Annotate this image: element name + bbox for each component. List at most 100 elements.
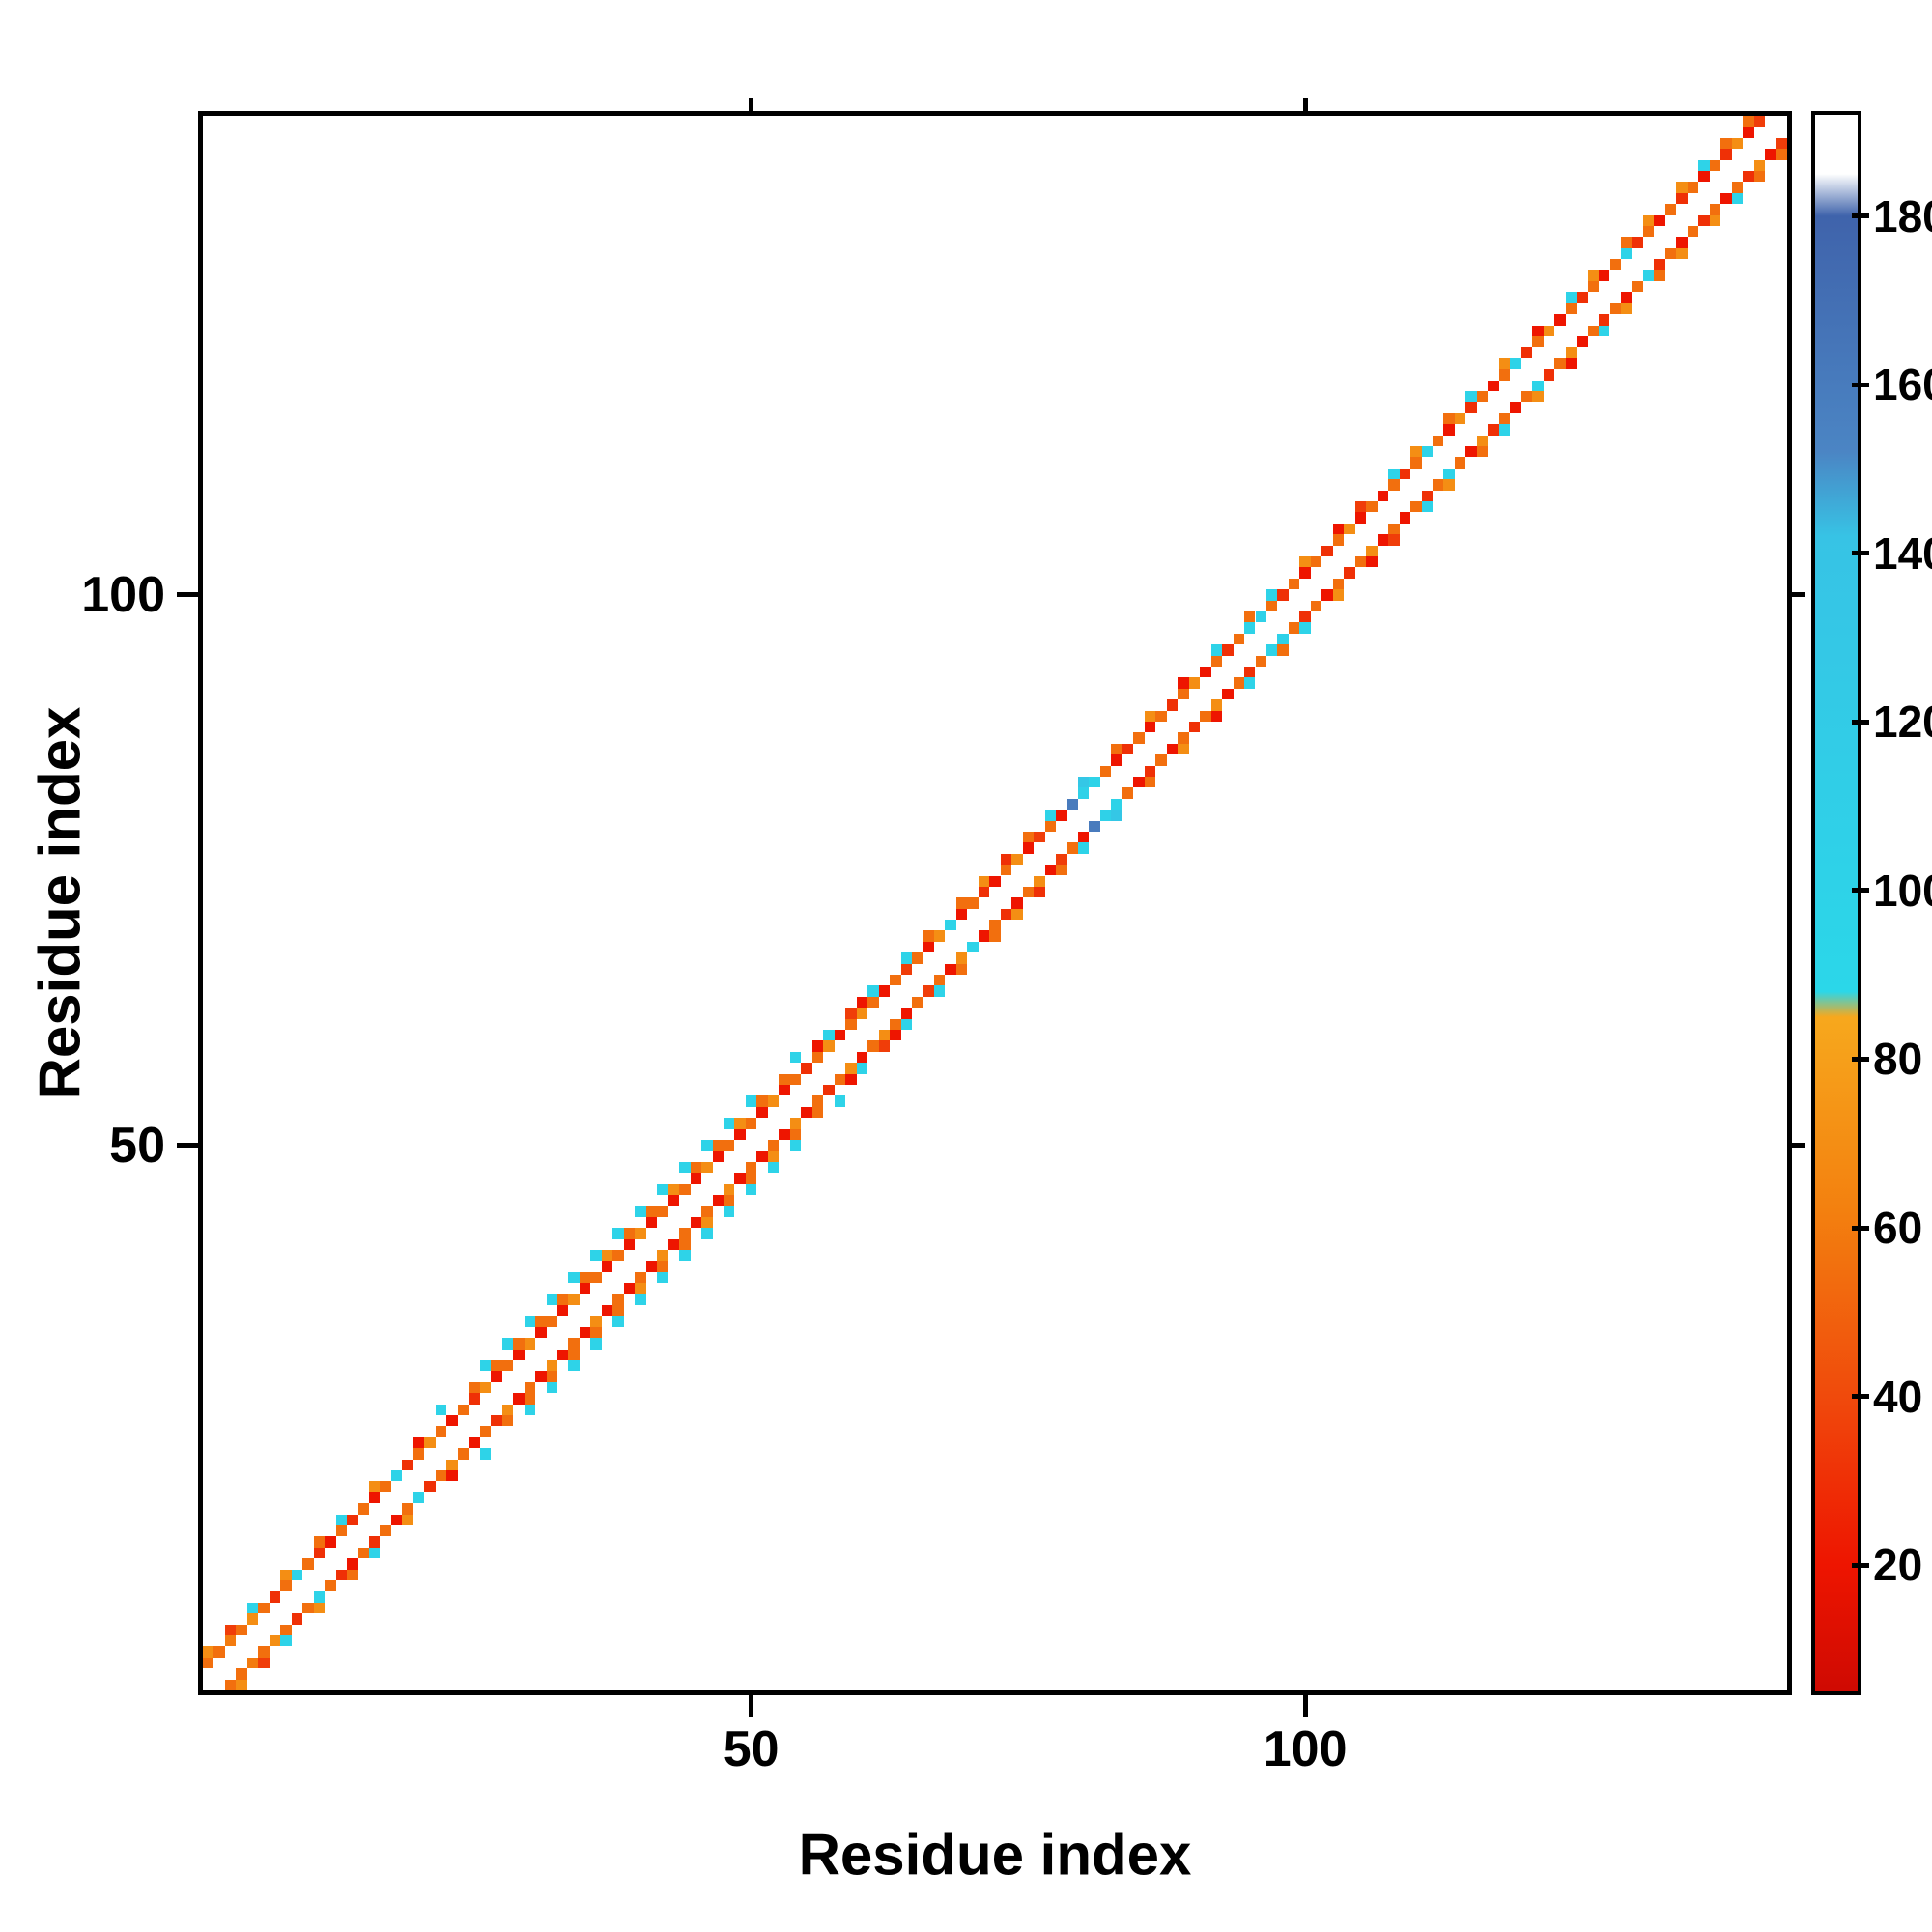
heatmap-cell (867, 985, 879, 997)
heatmap-cell (1277, 589, 1289, 601)
heatmap-cell (1565, 357, 1577, 370)
heatmap-cell (767, 1151, 780, 1162)
heatmap-cell (491, 1360, 502, 1372)
heatmap-cell (369, 1536, 381, 1548)
heatmap-cell (1089, 820, 1100, 832)
heatmap-cell (546, 1316, 557, 1327)
heatmap-cell (845, 1018, 857, 1031)
colorbar-tick (1852, 888, 1869, 894)
heatmap-cell (1520, 347, 1533, 358)
heatmap-cell (1676, 182, 1688, 193)
heatmap-cell (989, 930, 1001, 942)
heatmap-cell (1255, 655, 1266, 667)
heatmap-cell (657, 1250, 668, 1262)
heatmap-cell (579, 1271, 591, 1284)
heatmap-cell (546, 1360, 557, 1372)
heatmap-cell (1731, 192, 1744, 205)
heatmap-cell (357, 1547, 369, 1559)
heatmap-cell (1476, 445, 1489, 458)
heatmap-cell (789, 1140, 802, 1151)
heatmap-cell (635, 1293, 646, 1306)
heatmap-cell (1321, 589, 1333, 601)
heatmap-cell (369, 1547, 381, 1559)
colorbar-tick (1852, 1225, 1869, 1231)
heatmap-cell (280, 1580, 292, 1592)
heatmap-cell (811, 1095, 824, 1107)
heatmap-cell (1200, 710, 1211, 722)
heatmap-cell (701, 1216, 713, 1229)
heatmap-cell (878, 1040, 891, 1052)
heatmap-cell (712, 1151, 724, 1162)
y-tick-label: 100 (81, 566, 165, 623)
heatmap-cell (1620, 237, 1633, 248)
heatmap-cell (590, 1250, 602, 1262)
heatmap-cell (756, 1095, 768, 1107)
heatmap-cell (590, 1338, 602, 1350)
heatmap-cell (1433, 479, 1444, 491)
heatmap-cell (1178, 743, 1189, 755)
heatmap-cell (1210, 655, 1223, 667)
heatmap-cell (435, 1470, 447, 1482)
heatmap-cell (1044, 820, 1057, 832)
heatmap-cell (878, 985, 891, 997)
x-tick (1302, 1695, 1308, 1717)
heatmap-cell (246, 1657, 259, 1669)
heatmap-cell (701, 1206, 713, 1217)
heatmap-cell (734, 1118, 746, 1129)
y-axis-label: Residue index (27, 706, 93, 1100)
heatmap-cell (457, 1404, 469, 1416)
heatmap-cell (479, 1426, 492, 1437)
heatmap-cell (1299, 611, 1311, 623)
heatmap-cell (1532, 380, 1544, 391)
heatmap-cell (623, 1283, 636, 1294)
heatmap-cell (712, 1140, 724, 1151)
colorbar-gradient (1815, 115, 1858, 1691)
heatmap-cell (1210, 644, 1223, 656)
heatmap-cell (1720, 192, 1732, 205)
heatmap-cell (1144, 721, 1156, 733)
heatmap-cell (789, 1051, 802, 1064)
heatmap-cell (1498, 424, 1511, 436)
heatmap-cell (657, 1261, 668, 1272)
heatmap-cell (1488, 424, 1499, 436)
heatmap-cell (1366, 545, 1378, 556)
heatmap-cell (1000, 908, 1012, 921)
heatmap-cell (335, 1569, 348, 1580)
heatmap-cell (501, 1360, 514, 1372)
heatmap-cell (955, 952, 968, 964)
heatmap-cell (601, 1305, 613, 1317)
heatmap-cell (745, 1118, 757, 1129)
heatmap-cell (1388, 479, 1400, 491)
heatmap-cell (313, 1547, 326, 1559)
heatmap-cell (668, 1195, 680, 1207)
heatmap-cell (978, 930, 990, 942)
heatmap-cell (335, 1525, 348, 1537)
heatmap-cell (501, 1415, 514, 1427)
heatmap-cell (546, 1381, 557, 1394)
heatmap-cell (823, 1040, 835, 1052)
heatmap-cell (756, 1106, 768, 1119)
heatmap-cell (1000, 853, 1012, 866)
heatmap-cell (1577, 292, 1588, 303)
colorbar-tick-label: 180 (1873, 190, 1932, 242)
heatmap-cell (556, 1305, 569, 1317)
heatmap-cell (1587, 280, 1600, 293)
colorbar-tick (1852, 1056, 1869, 1062)
heatmap-cell (435, 1404, 447, 1416)
heatmap-cell (612, 1305, 624, 1317)
heatmap-cell (1233, 633, 1245, 645)
heatmap-cell (834, 1095, 846, 1107)
heatmap-cell (601, 1261, 613, 1272)
heatmap-cell (1620, 302, 1633, 315)
heatmap-cell (1265, 644, 1278, 656)
heatmap-cell (1056, 810, 1067, 821)
heatmap-cell (1178, 677, 1189, 689)
heatmap-cell (900, 1008, 912, 1019)
heatmap-cell (1532, 325, 1544, 336)
colorbar-tick-label: 60 (1873, 1203, 1923, 1253)
heatmap-cell (1565, 302, 1577, 315)
heatmap-cell (789, 1128, 802, 1141)
heatmap-cell (933, 930, 946, 942)
heatmap-cell (612, 1293, 624, 1306)
heatmap-cell (834, 1073, 846, 1086)
